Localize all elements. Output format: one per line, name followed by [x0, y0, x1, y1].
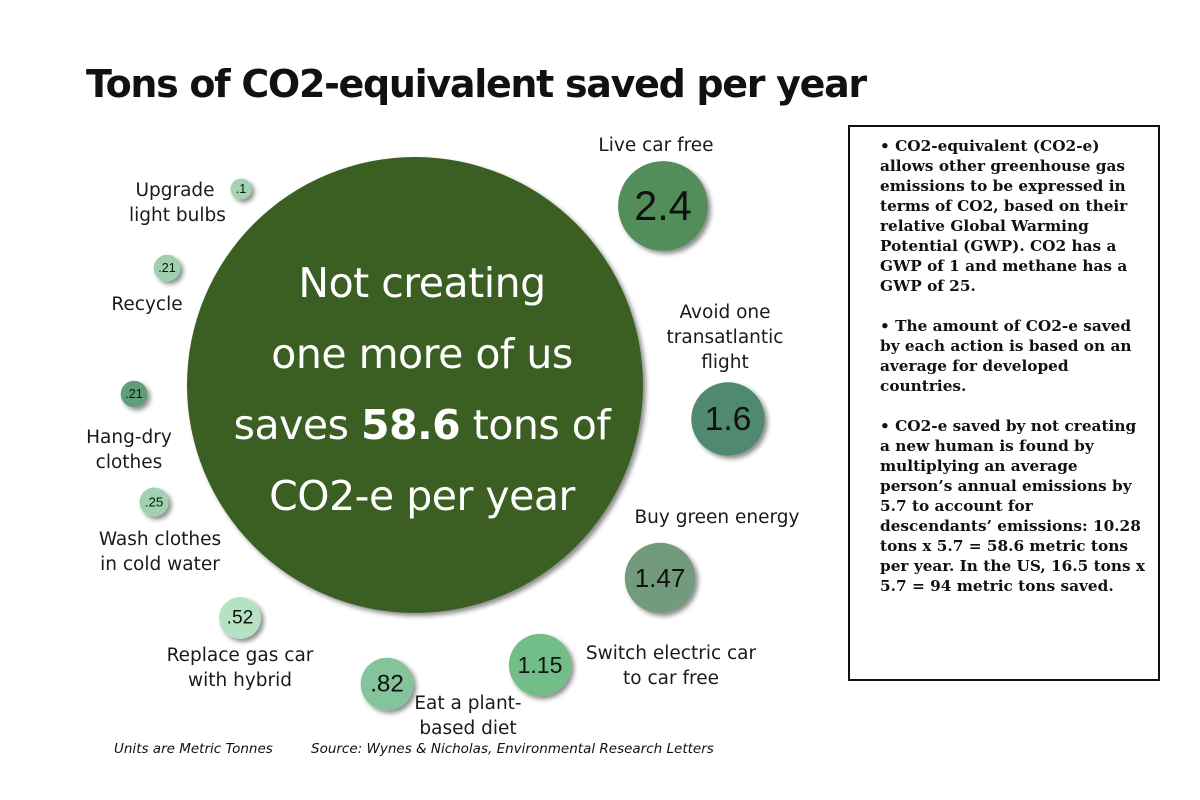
units-note: Units are Metric Tonnes: [114, 741, 273, 757]
bubble-recycle: [153, 254, 181, 282]
main-bubble: [187, 157, 643, 613]
main-text-line-4: CO2-e per year: [269, 472, 575, 520]
value-hang-dry-clothes: .21: [125, 387, 142, 401]
value-buy-green-energy: 1.47: [635, 563, 686, 593]
notes-box: • CO2-equivalent (CO2-e) allows other gr…: [848, 125, 1160, 681]
label-plant-based-diet: Eat a plant- based diet: [414, 693, 522, 739]
main-text-suffix: tons of: [472, 401, 611, 449]
label-buy-green-energy: Buy green energy: [634, 507, 800, 528]
main-text-line-2: one more of us: [271, 330, 573, 378]
value-wash-clothes-in-cold-water: .25: [145, 495, 164, 510]
main-text-prefix: saves: [233, 401, 349, 449]
source-note: Source: Wynes & Nicholas, Environmental …: [311, 741, 714, 757]
bubble-hang-dry-clothes: [120, 380, 148, 408]
note-new-human-calculation: • CO2-e saved by not creating a new huma…: [880, 417, 1146, 595]
main-text-line-1: Not creating: [298, 259, 546, 307]
label-hang-dry-clothes: Hang-dry clothes: [86, 427, 172, 473]
label-avoid-flight: Avoid one transatlantic flight: [666, 302, 784, 373]
value-avoid-one-transatlantic-flight: 1.6: [705, 400, 752, 438]
value-eat-a-plant-based-diet: .82: [370, 671, 404, 698]
bubble-replace-gas-car-with-hybrid: [219, 597, 261, 639]
note-developed-countries: • The amount of CO2-e saved by each acti…: [880, 317, 1132, 395]
bubble-wash-clothes-in-cold-water: [139, 487, 169, 517]
chart-title: Tons of CO2-equivalent saved per year: [86, 62, 867, 106]
bubble-live-car-free: [618, 161, 708, 251]
value-recycle: .21: [158, 261, 175, 275]
main-value: 58.6: [361, 401, 461, 449]
bubble-buy-green-energy: [624, 542, 696, 614]
label-switch-electric-car: Switch electric car to car free: [585, 643, 757, 689]
label-recycle: Recycle: [111, 294, 183, 315]
label-upgrade-light-bulbs: Upgrade light bulbs: [129, 180, 226, 226]
bubble-avoid-one-transatlantic-flight: [691, 382, 765, 456]
value-replace-gas-car-with-hybrid: .52: [227, 608, 254, 629]
label-replace-gas-car: Replace gas car with hybrid: [166, 645, 314, 691]
bubble-upgrade-light-bulbs: [230, 178, 252, 200]
value-upgrade-light-bulbs: .1: [236, 182, 246, 196]
value-live-car-free: 2.4: [634, 183, 691, 229]
main-text-line-3: saves 58.6 tons of: [212, 390, 632, 461]
main-bubble-text: Not creating one more of us saves 58.6 t…: [212, 248, 632, 532]
label-wash-clothes: Wash clothes in cold water: [98, 529, 222, 575]
value-switch-electric-car-to-car-free: 1.15: [518, 652, 563, 678]
label-live-car-free: Live car free: [598, 135, 714, 156]
note-co2e-definition: • CO2-equivalent (CO2-e) allows other gr…: [880, 137, 1128, 295]
bubble-eat-a-plant-based-diet: [360, 657, 414, 711]
bubble-switch-electric-car-to-car-free: [508, 633, 572, 697]
